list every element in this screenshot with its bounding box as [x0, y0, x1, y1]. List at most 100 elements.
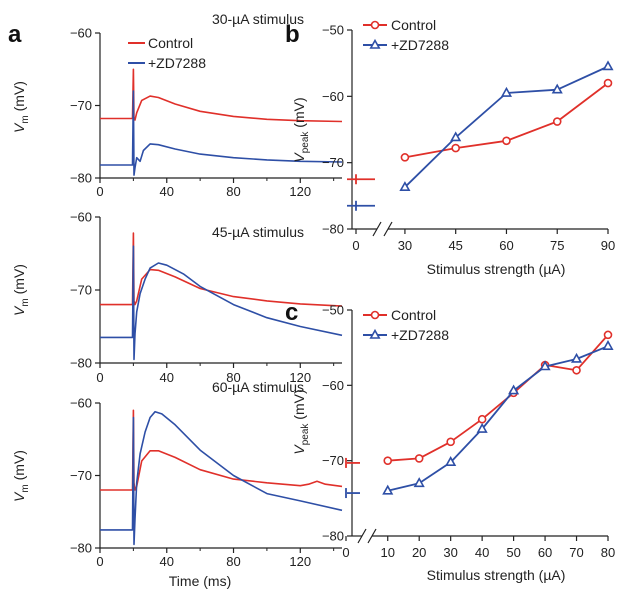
x-tick-label: 20 [412, 545, 426, 560]
panel-label: c [285, 299, 298, 326]
legend-label: +ZD7288 [391, 327, 449, 343]
x-tick-label: 0 [342, 545, 349, 560]
x-tick-label: 80 [226, 184, 240, 199]
data-point-zd7288 [450, 131, 462, 142]
y-label-subscript: m [20, 484, 31, 492]
legend-marker [370, 310, 380, 320]
x-tick-label: 120 [289, 370, 311, 385]
axis-break-mark [357, 528, 367, 544]
y-tick-label: −80 [322, 222, 344, 237]
y-tick-label: −60 [322, 89, 344, 104]
y-tick-label: −70 [70, 468, 92, 483]
chart-panel-3: 0 40 80 120 −80 −70 −60 Vm (mV) Time (ms) 60-µA s… [11, 379, 343, 589]
series-line-zd7288 [100, 90, 343, 176]
data-point-control [383, 456, 393, 465]
y-tick-label: −70 [322, 453, 344, 468]
y-tick-label: −60 [70, 26, 92, 41]
y-label-unit: (mV) [11, 450, 27, 484]
data-point-zd7288 [602, 340, 614, 350]
x-tick-label: 0 [352, 238, 359, 253]
panel-label: b [285, 21, 300, 48]
x-tick-label: 0 [96, 184, 103, 199]
data-point-control [603, 78, 613, 88]
data-point-control [572, 365, 581, 375]
y-label-subscript: peak [300, 131, 311, 154]
panel-label: a [8, 21, 22, 48]
y-label-subscript: m [20, 115, 31, 123]
data-point-control [451, 143, 460, 153]
x-tick-label: 75 [550, 238, 564, 253]
data-point-control [603, 330, 613, 340]
y-tick-label: −80 [322, 529, 344, 544]
data-point-zd7288 [602, 60, 614, 71]
data-point-zd7288 [551, 83, 563, 94]
y-label-symbol: V [291, 444, 307, 455]
series-line-zd7288 [100, 245, 343, 361]
data-point-zd7288 [508, 384, 520, 395]
legend-label: +ZD7288 [148, 55, 206, 71]
legend-marker [369, 328, 381, 339]
x-tick-label: 60 [499, 238, 513, 253]
x-tick-label: 30 [443, 545, 457, 560]
x-axis-label: Time (ms) [169, 573, 231, 589]
y-axis-label: Vm (mV) [11, 264, 31, 316]
x-tick-label: 120 [289, 184, 311, 199]
data-point-control [414, 454, 424, 463]
x-tick-label: 30 [398, 238, 412, 253]
x-tick-label: 50 [506, 545, 520, 560]
y-tick-label: −80 [70, 541, 92, 556]
x-tick-label: 40 [475, 545, 489, 560]
legend-marker [370, 20, 380, 30]
data-point-zd7288 [399, 181, 411, 192]
data-point-zd7288 [382, 484, 394, 495]
legend-marker [369, 38, 381, 49]
chart-panel-1: 0 40 80 120 −80 −70 −60 Vm (mV) a 30-µA stimulus C… [8, 11, 343, 199]
y-tick-label: −80 [70, 171, 92, 186]
data-point-zd7288 [445, 456, 457, 466]
x-tick-label: 0 [96, 554, 103, 569]
y-tick-label: −60 [70, 396, 92, 411]
series-line-zd7288 [387, 345, 609, 492]
y-label-subscript: peak [300, 423, 311, 446]
data-point-control [400, 153, 410, 162]
y-label-symbol: V [11, 491, 27, 502]
y-tick-label: −70 [70, 283, 92, 298]
y-tick-label: −50 [322, 23, 344, 38]
x-tick-label: 40 [160, 554, 174, 569]
y-tick-label: −60 [70, 210, 92, 225]
data-point-zd7288 [570, 352, 583, 363]
y-label-unit: (mV) [11, 81, 27, 115]
x-tick-label: 40 [160, 184, 174, 199]
y-tick-label: −80 [70, 356, 92, 371]
x-tick-label: 80 [601, 545, 615, 560]
x-tick-label: 45 [448, 238, 462, 253]
y-tick-label: −70 [70, 98, 92, 113]
stimulus-annotation: 45-µA stimulus [212, 224, 304, 240]
stimulus-annotation: 30-µA stimulus [212, 11, 304, 27]
x-tick-label: 10 [380, 545, 394, 560]
axis-break-mark [372, 221, 382, 237]
series-line-control [100, 232, 343, 307]
y-label-symbol: V [11, 305, 27, 316]
y-axis-label: Vpeak (mV) [291, 389, 311, 454]
x-tick-label: 80 [226, 370, 240, 385]
x-tick-label: 90 [601, 238, 615, 253]
chart-panel-4: 0 30 45 60 75 90 −80 −70 −60 −50 Vpeak (mV) Stimulu… [285, 17, 615, 277]
chart-panel-2: 0 40 80 120 −80 −70 −60 Vm (mV) 45-µA stimulus [11, 210, 343, 385]
y-axis-label: Vm (mV) [11, 450, 31, 502]
y-tick-label: −60 [322, 378, 344, 393]
y-label-symbol: V [291, 152, 307, 163]
data-point-control [552, 117, 562, 126]
y-label-subscript: m [20, 298, 31, 306]
legend-label: Control [391, 17, 436, 33]
x-axis-label: Stimulus strength (µA) [427, 567, 566, 583]
axis-break-mark [383, 221, 393, 237]
y-axis-label: Vpeak (mV) [291, 97, 311, 162]
y-label-unit: (mV) [291, 97, 307, 131]
data-point-zd7288 [413, 477, 425, 488]
y-label-unit: (mV) [291, 389, 307, 423]
x-tick-label: 60 [538, 545, 552, 560]
stimulus-annotation: 60-µA stimulus [212, 379, 304, 395]
data-point-zd7288 [500, 86, 513, 97]
